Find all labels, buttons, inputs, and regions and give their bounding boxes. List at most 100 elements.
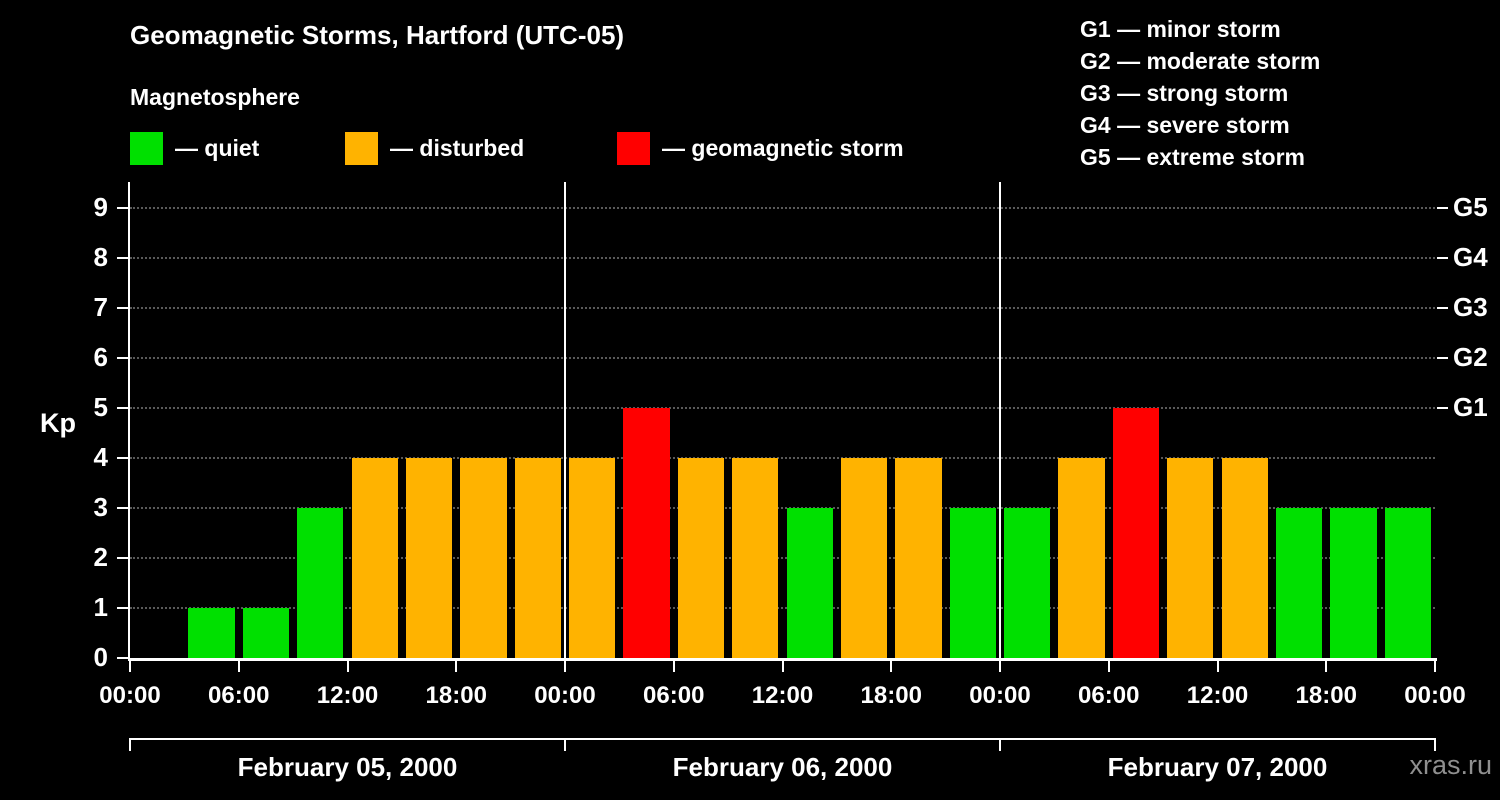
day-divider-line [999, 182, 1001, 658]
storm-scale-item: G2 — moderate storm [1080, 48, 1321, 74]
kp-bar [1221, 458, 1268, 658]
kp-bar [351, 458, 398, 658]
y-tick [117, 357, 128, 359]
y-tick [117, 307, 128, 309]
y-tick [117, 207, 128, 209]
kp-gridline [130, 507, 1435, 509]
x-tick-label: 12:00 [1186, 682, 1249, 709]
y-tick [117, 457, 128, 459]
x-tick [564, 658, 566, 672]
kp-gridline [130, 557, 1435, 559]
x-tick [672, 658, 675, 672]
kp-bar [840, 458, 888, 658]
kp-bar [895, 458, 942, 658]
g-scale-label: G3 [1453, 292, 1488, 322]
legend-swatch-disturbed [345, 132, 378, 165]
g-tick [1437, 257, 1448, 259]
g-tick [1437, 407, 1448, 409]
y-tick-label: 6 [93, 342, 108, 372]
storm-scale-item: G3 — strong storm [1080, 80, 1289, 106]
x-tick [781, 658, 784, 672]
y-tick-label: 4 [93, 442, 108, 472]
watermark: xras.ru [1409, 750, 1492, 780]
x-tick [455, 658, 458, 672]
storm-scale-item: G4 — severe storm [1080, 112, 1290, 138]
date-band-tick [1434, 738, 1436, 751]
y-tick [117, 557, 128, 559]
x-tick-label: 00:00 [534, 682, 596, 709]
legend-label-quiet: — quiet [175, 135, 260, 161]
storm-scale-item: G5 — extreme storm [1080, 144, 1305, 170]
g-scale-label: G4 [1453, 242, 1488, 272]
x-tick [237, 658, 240, 672]
date-band-line [130, 738, 1435, 740]
x-tick [1325, 658, 1328, 672]
x-tick-label: 00:00 [969, 682, 1031, 709]
kp-bar [514, 458, 561, 658]
kp-gridline [130, 207, 1435, 209]
x-tick-label: 18:00 [860, 682, 922, 709]
kp-gridline [130, 407, 1435, 409]
kp-bar [1004, 508, 1051, 658]
x-tick-label: 06:00 [208, 682, 270, 709]
kp-gridline [130, 307, 1435, 309]
date-label: February 07, 2000 [1107, 752, 1328, 782]
x-tick [890, 658, 893, 672]
date-label: February 05, 2000 [237, 752, 458, 782]
chart-title: Geomagnetic Storms, Hartford (UTC-05) [130, 20, 625, 50]
legend-label-disturbed: — disturbed [390, 135, 525, 161]
y-tick [117, 407, 128, 409]
legend-swatch-storm [617, 132, 650, 165]
date-band-tick [999, 738, 1001, 751]
kp-gridline [130, 257, 1435, 259]
legend-label-storm: — geomagnetic storm [662, 135, 904, 161]
kp-bar [405, 458, 453, 658]
x-tick [1107, 658, 1110, 672]
x-tick-label: 06:00 [1078, 682, 1140, 709]
kp-bar [242, 608, 290, 658]
y-tick-label: 7 [93, 292, 108, 322]
kp-bar [1112, 408, 1160, 658]
kp-bar [1384, 508, 1431, 658]
y-tick [117, 507, 128, 509]
y-axis-title: Kp [40, 408, 76, 438]
date-band-tick [564, 738, 566, 751]
y-tick-label: 5 [93, 392, 108, 422]
storm-scale-item: G1 — minor storm [1080, 16, 1281, 42]
date-band-tick [129, 738, 131, 751]
kp-bar [460, 458, 507, 658]
storm-scale-legend: G1 — minor storm G2 — moderate storm G3 — … [1080, 13, 1320, 173]
x-tick [999, 658, 1001, 672]
kp-bar [732, 458, 779, 658]
kp-bar [297, 508, 344, 658]
x-tick [1434, 658, 1436, 672]
y-tick-label: 3 [93, 492, 108, 522]
kp-bar [1058, 458, 1105, 658]
y-tick-label: 1 [93, 592, 108, 622]
kp-bar [1330, 508, 1377, 658]
y-axis-line [128, 182, 130, 661]
kp-bar [1167, 458, 1214, 658]
g-tick [1437, 307, 1448, 309]
kp-bar [786, 508, 833, 658]
kp-bar [569, 458, 616, 658]
g-scale-label: G2 [1453, 342, 1488, 372]
x-tick [346, 658, 349, 672]
kp-bar [949, 508, 996, 658]
legend-swatch-quiet [130, 132, 163, 165]
y-tick-label: 9 [93, 192, 108, 222]
chart-subtitle: Magnetosphere [130, 84, 300, 110]
g-tick [1437, 207, 1448, 209]
y-tick-label: 8 [93, 242, 108, 272]
y-tick [117, 257, 128, 259]
kp-gridline [130, 607, 1435, 609]
kp-bar [677, 458, 725, 658]
kp-bar [623, 408, 670, 658]
x-tick-label: 00:00 [99, 682, 161, 709]
y-tick-label: 0 [93, 642, 108, 672]
date-label: February 06, 2000 [672, 752, 893, 782]
day-divider-line [564, 182, 566, 658]
y-tick [117, 607, 128, 609]
x-tick [1216, 658, 1219, 672]
